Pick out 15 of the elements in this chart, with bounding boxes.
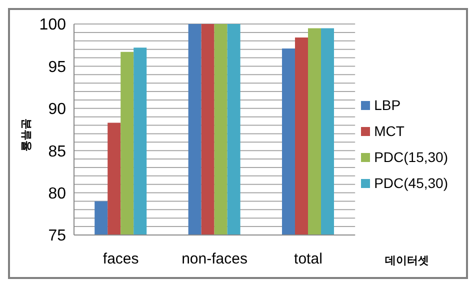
legend-label: PDC(15,30) — [374, 148, 448, 164]
x-axis-title: 데이터셋 — [385, 254, 429, 268]
x-tick-label: non-faces — [182, 250, 248, 268]
legend-label: PDC(45,30) — [374, 174, 448, 190]
y-axis-title: 분류율 — [20, 118, 32, 152]
y-tick-label: 85 — [48, 143, 66, 160]
y-tick-label: 90 — [48, 101, 66, 118]
y-tick-label: 95 — [48, 58, 66, 76]
x-tick-label: total — [294, 250, 322, 268]
legend-label: LBP — [374, 96, 401, 112]
y-tick-label: 75 — [48, 228, 66, 245]
y-tick-label: 80 — [48, 185, 66, 202]
legend-label: MCT — [374, 122, 404, 138]
y-tick-label: 100 — [39, 16, 66, 34]
x-tick-label: faces — [102, 250, 139, 268]
